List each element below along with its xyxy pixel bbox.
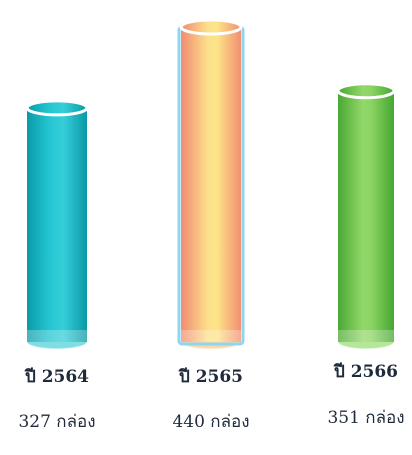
bar-base-arc [26,341,88,350]
category-label: ปี 2564 [24,366,89,387]
bar-ปี 2566 [336,82,396,350]
bar-cap [25,99,89,117]
category-label: ปี 2565 [178,366,243,387]
bar-cap [336,82,396,100]
bar-cap [179,18,243,36]
bar-body [27,107,87,342]
bar-body [338,90,394,342]
bar-ปี 2564 [25,99,89,350]
bar-base-band [181,330,241,342]
bar-base-arc [337,341,395,350]
value-label: 351 กล่อง [327,408,404,428]
value-label: 440 กล่อง [172,412,249,432]
bar-base-band [27,330,87,342]
bar-body [181,27,241,342]
value-label: 327 กล่อง [18,412,95,432]
bar-ปี 2565 [177,18,245,350]
category-label: ปี 2566 [333,361,398,382]
bar-base-band [338,330,394,342]
